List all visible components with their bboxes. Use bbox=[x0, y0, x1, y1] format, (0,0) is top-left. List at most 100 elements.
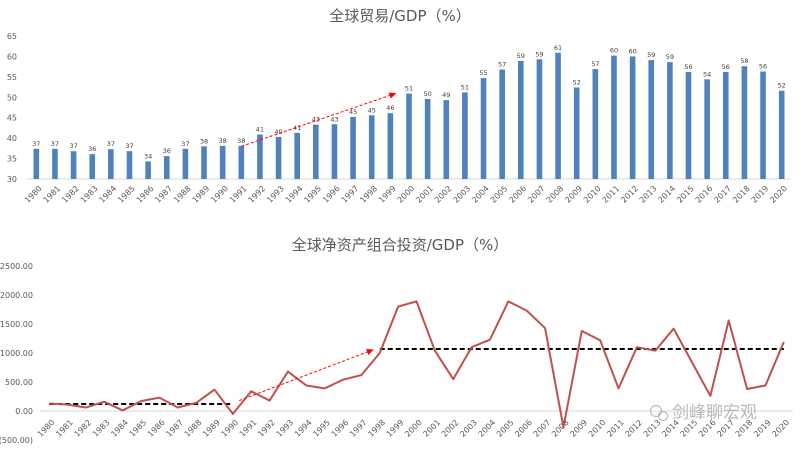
y-tick-label: 30 bbox=[7, 175, 17, 184]
bar-data-label: 43 bbox=[312, 116, 320, 124]
x-tick-label: 1981 bbox=[42, 184, 63, 205]
bar bbox=[573, 87, 580, 179]
bar-data-label: 37 bbox=[181, 140, 189, 148]
x-tick-label: 2012 bbox=[623, 418, 644, 439]
bar bbox=[443, 100, 450, 179]
bar-data-label: 36 bbox=[163, 147, 171, 155]
bar bbox=[760, 71, 766, 179]
x-tick-label: 2008 bbox=[550, 418, 571, 439]
bar-data-label: 59 bbox=[517, 52, 525, 60]
bar-data-label: 57 bbox=[498, 61, 506, 69]
x-tick-label: 1990 bbox=[209, 184, 230, 205]
x-tick-label: 2017 bbox=[712, 184, 733, 205]
x-tick-label: 2006 bbox=[507, 184, 528, 205]
trend-arrow-line bbox=[241, 92, 397, 147]
bar bbox=[480, 78, 487, 179]
y-tick-label: 65 bbox=[7, 32, 17, 41]
x-tick-label: 2011 bbox=[601, 184, 622, 205]
x-tick-label: 2009 bbox=[568, 418, 589, 439]
x-tick-label: 1985 bbox=[128, 418, 149, 439]
bar-data-label: 37 bbox=[107, 140, 115, 148]
watermark-text: 剑峰聊宏观 bbox=[672, 403, 757, 423]
y-tick-label: 40 bbox=[7, 134, 17, 143]
bar bbox=[350, 116, 356, 179]
x-tick-label: 1999 bbox=[385, 418, 406, 439]
bar-data-label: 60 bbox=[610, 47, 618, 55]
x-tick-label: 1988 bbox=[183, 418, 204, 439]
y-tick-label: 2500.00 bbox=[0, 262, 33, 271]
bar-data-label: 37 bbox=[69, 142, 77, 150]
x-tick-label: 2016 bbox=[694, 184, 715, 205]
bar bbox=[406, 93, 412, 179]
x-tick-label: 2005 bbox=[495, 418, 516, 439]
bar-data-label: 61 bbox=[554, 44, 562, 52]
x-tick-label: 1985 bbox=[116, 184, 137, 205]
x-tick-label: 1983 bbox=[79, 184, 100, 205]
trend-arrow-head bbox=[388, 92, 397, 99]
x-tick-label: 1989 bbox=[201, 418, 222, 439]
x-tick-label: 1996 bbox=[330, 418, 351, 439]
y-tick-label: 500.00 bbox=[5, 378, 33, 387]
bar-data-label: 50 bbox=[423, 90, 431, 98]
bar bbox=[33, 148, 40, 179]
x-tick-label: 1983 bbox=[91, 418, 112, 439]
x-tick-label: 2013 bbox=[642, 418, 663, 439]
bar bbox=[592, 69, 599, 179]
x-tick-label: 2007 bbox=[526, 184, 547, 205]
x-tick-label: 2007 bbox=[532, 418, 553, 439]
x-tick-label: 1997 bbox=[348, 418, 369, 439]
x-tick-label: 2003 bbox=[452, 184, 473, 205]
x-tick-label: 1980 bbox=[36, 418, 57, 439]
bar bbox=[611, 55, 617, 179]
bar-data-label: 45 bbox=[368, 106, 376, 114]
bar-data-label: 54 bbox=[703, 70, 711, 78]
x-tick-label: 2005 bbox=[489, 184, 510, 205]
x-tick-label: 1991 bbox=[238, 418, 259, 439]
bar bbox=[89, 154, 96, 179]
x-tick-label: 2011 bbox=[605, 418, 626, 439]
bar-data-label: 59 bbox=[647, 51, 655, 59]
y-tick-label: 2000.00 bbox=[0, 291, 33, 300]
bar-data-label: 51 bbox=[405, 85, 413, 93]
bar-data-label: 56 bbox=[759, 63, 767, 71]
bar-data-label: 43 bbox=[330, 115, 338, 123]
bar bbox=[667, 62, 673, 179]
x-tick-label: 2012 bbox=[619, 184, 640, 205]
x-tick-label: 1993 bbox=[265, 184, 286, 205]
bar bbox=[331, 124, 338, 179]
x-tick-label: 1992 bbox=[247, 184, 268, 205]
bar bbox=[536, 59, 543, 179]
bar bbox=[201, 146, 207, 179]
bar bbox=[313, 124, 319, 179]
x-tick-label: 1990 bbox=[219, 418, 240, 439]
bar bbox=[163, 156, 170, 179]
bar-data-label: 38 bbox=[200, 137, 208, 145]
trade-gdp-bar-chart: 全球贸易/GDP（%） 65 60 55 50 45 40 35 30 37 1980 37 1981… bbox=[7, 7, 791, 205]
x-tick-label: 1984 bbox=[109, 418, 130, 439]
bar bbox=[778, 90, 785, 179]
bottom-chart-title: 全球净资产组合投资/GDP（%） bbox=[292, 236, 509, 254]
x-tick-label: 2010 bbox=[582, 184, 603, 205]
x-tick-label: 1989 bbox=[191, 184, 212, 205]
watermark: 剑峰聊宏观 bbox=[649, 403, 757, 423]
x-tick-label: 1993 bbox=[275, 418, 296, 439]
bar bbox=[741, 66, 748, 179]
bar bbox=[294, 132, 300, 179]
bar bbox=[424, 98, 431, 179]
x-tick-label: 2001 bbox=[414, 184, 435, 205]
bar-data-label: 41 bbox=[256, 125, 264, 133]
bar-data-label: 38 bbox=[219, 137, 227, 145]
trend-arrow-line bbox=[239, 349, 374, 402]
x-tick-label: 1986 bbox=[146, 418, 167, 439]
bar-data-label: 52 bbox=[573, 78, 581, 86]
x-tick-label: 2002 bbox=[440, 418, 461, 439]
x-tick-label: 1992 bbox=[256, 418, 277, 439]
x-tick-label: 2000 bbox=[403, 418, 424, 439]
x-tick-label: 1984 bbox=[97, 184, 118, 205]
bar-data-label: 59 bbox=[666, 53, 674, 61]
bar-data-label: 55 bbox=[479, 69, 487, 77]
x-tick-label: 1991 bbox=[228, 184, 249, 205]
x-tick-label: 2019 bbox=[750, 184, 771, 205]
x-tick-label: 2002 bbox=[433, 184, 454, 205]
